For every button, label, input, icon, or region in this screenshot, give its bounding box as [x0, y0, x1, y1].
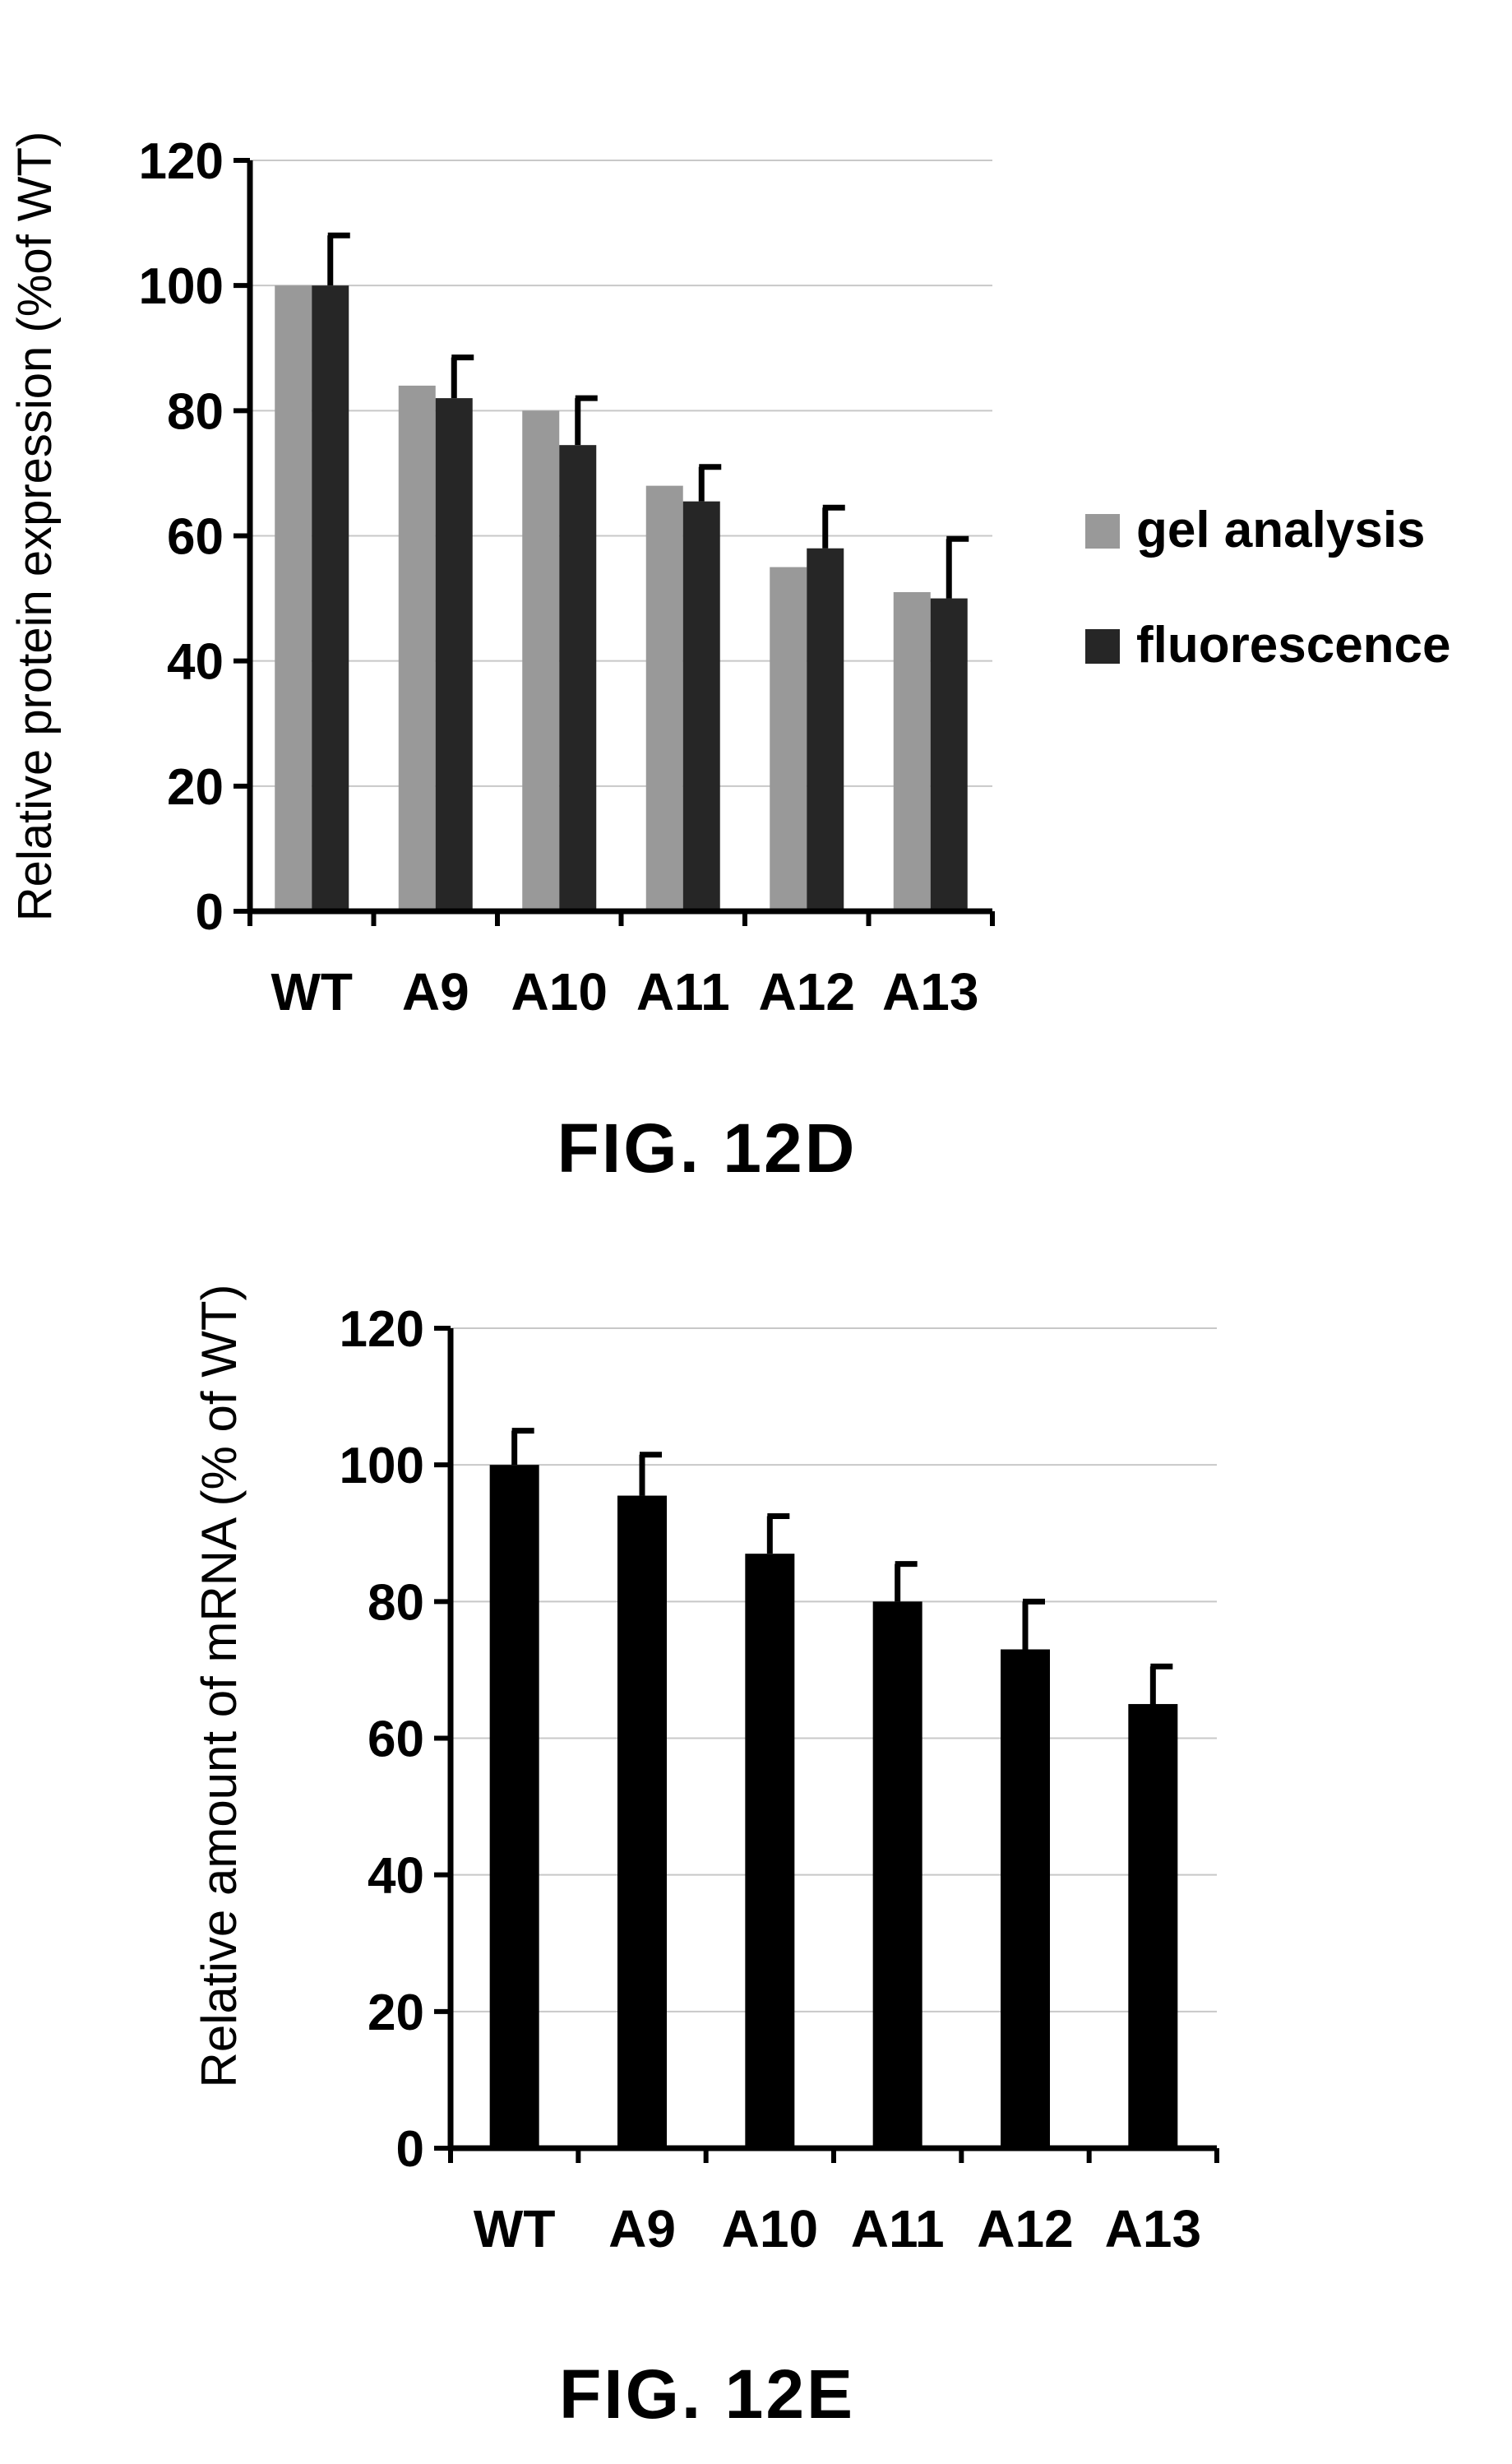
x-tick-label: A10	[722, 2199, 818, 2258]
x-tick-label: WT	[271, 962, 354, 1021]
chart-fig-12d: 0 20 40 60 80 100 120 WT A9 A10 A11 A12 A13 Relative …	[8, 132, 1451, 1021]
bar	[745, 1554, 795, 2148]
bar	[489, 1465, 539, 2148]
bar	[645, 485, 683, 911]
y-tick-label: 120	[340, 1301, 424, 1358]
bar	[807, 548, 844, 911]
x-tick-label: A11	[851, 2199, 945, 2258]
y-tick-label: 20	[368, 1985, 424, 2041]
x-tick-label: A10	[511, 962, 608, 1021]
y-tick-label: 100	[139, 258, 224, 315]
bar	[1001, 1649, 1050, 2148]
y-axis-title: Relative protein expression (%of WT)	[8, 132, 62, 922]
bar	[559, 445, 597, 911]
y-tick-label: 100	[340, 1438, 424, 1494]
bar	[522, 410, 560, 911]
chart-fig-12e: 0 20 40 60 80 100 120 WT A9 A10 A11 A12 A13 Relative …	[192, 1285, 1219, 2258]
legend-label: fluorescence	[1136, 617, 1451, 674]
bar	[312, 285, 349, 912]
y-tick-label: 120	[139, 133, 224, 190]
x-tick-label: A13	[882, 962, 978, 1021]
legend-swatch	[1085, 514, 1120, 549]
x-tick-label: A12	[977, 2199, 1073, 2258]
y-axis-title: Relative amount of mRNA (% of WT)	[192, 1285, 247, 2088]
y-tick-label: 0	[396, 2121, 424, 2178]
legend-swatch	[1085, 629, 1120, 664]
y-tick-label: 40	[368, 1848, 424, 1905]
y-tick-label: 20	[167, 759, 224, 816]
figure-caption-12e: FIG. 12E	[559, 2355, 855, 2433]
bar	[275, 285, 312, 912]
bar	[617, 1495, 667, 2148]
bar	[930, 598, 968, 911]
x-tick-label: WT	[474, 2199, 556, 2258]
bar	[893, 591, 931, 911]
bar	[770, 567, 807, 911]
bar	[398, 385, 436, 911]
y-tick-label: 0	[196, 884, 224, 941]
x-tick-label: A13	[1105, 2199, 1201, 2258]
bar	[872, 1601, 922, 2148]
bar	[435, 398, 473, 911]
bar	[1128, 1703, 1178, 2148]
x-tick-label: A12	[759, 962, 855, 1021]
x-tick-label: A9	[402, 962, 469, 1021]
x-tick-label: A11	[636, 962, 730, 1021]
y-tick-label: 80	[368, 1574, 424, 1631]
figure-caption-12d: FIG. 12D	[557, 1109, 858, 1187]
y-tick-label: 60	[368, 1711, 424, 1768]
x-tick-label: A9	[608, 2199, 676, 2258]
legend-label: gel analysis	[1136, 502, 1426, 558]
y-tick-label: 80	[167, 383, 224, 440]
y-tick-label: 60	[167, 509, 224, 566]
bar	[682, 501, 720, 911]
y-tick-label: 40	[167, 634, 224, 691]
